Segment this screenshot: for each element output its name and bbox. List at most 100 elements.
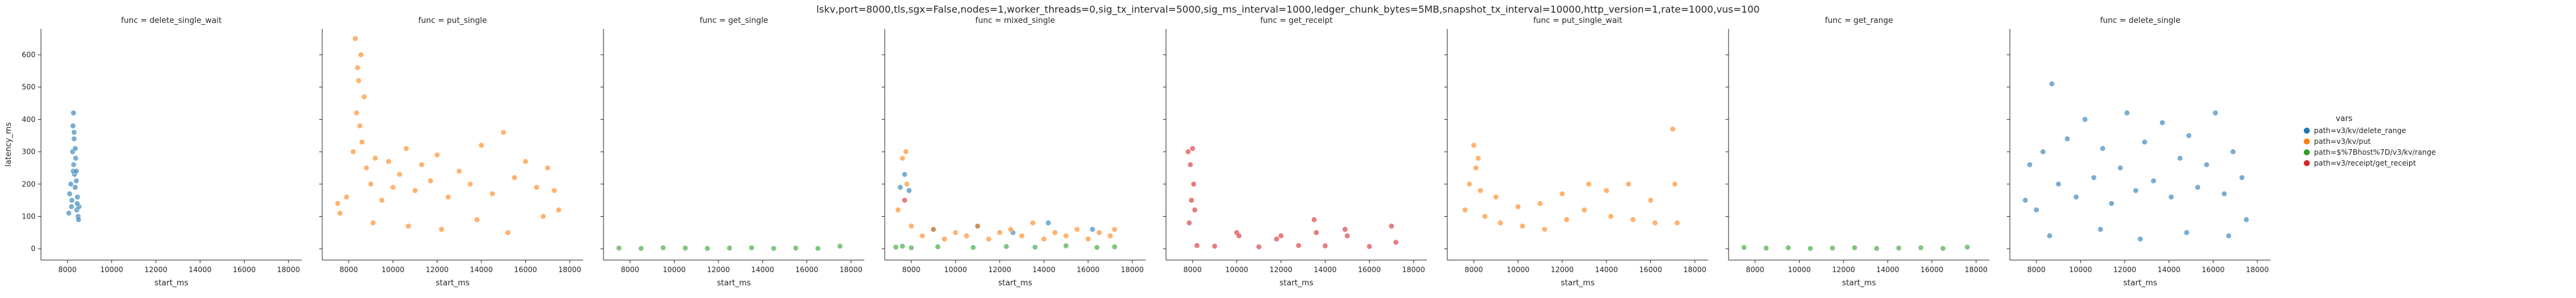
data-point (2225, 232, 2232, 239)
data-point (1188, 197, 1194, 203)
y-tick-label: 0 (31, 244, 36, 253)
data-point (434, 152, 440, 158)
data-point (997, 229, 1003, 236)
x-tick-label: 8000 (902, 265, 921, 274)
data-point (396, 171, 403, 178)
data-point (428, 178, 434, 184)
series-path-v3-kv-put (895, 149, 1118, 242)
data-point (2186, 132, 2192, 139)
x-tick-label: 12000 (988, 265, 1011, 274)
data-point (2195, 184, 2201, 190)
data-point (1032, 244, 1038, 250)
data-point (1559, 191, 1565, 197)
data-point (343, 194, 350, 200)
data-point (1940, 245, 1946, 252)
data-point (1473, 165, 1479, 171)
data-point (895, 206, 901, 213)
x-tick-label: 16000 (1920, 265, 1943, 274)
data-point (1041, 236, 1047, 242)
x-tick-label: 14000 (751, 265, 774, 274)
data-point (897, 184, 903, 190)
data-point (1185, 149, 1191, 155)
facet-title: func = get_single (700, 16, 769, 25)
data-point (1964, 244, 1971, 250)
x-tick-label: 10000 (1225, 265, 1248, 274)
data-point (1466, 181, 1473, 187)
data-point (71, 135, 77, 142)
data-point (505, 229, 511, 236)
data-point (390, 184, 396, 190)
data-point (1647, 197, 1654, 203)
data-point (704, 245, 711, 252)
data-point (1586, 181, 1592, 187)
data-point (1096, 229, 1102, 236)
series-path-v3-receipt-get-receipt (902, 197, 908, 203)
data-point (2124, 110, 2130, 116)
facet-panel-6: func = put_single_wait 8000 10000 12000 1400… (1444, 16, 1708, 288)
data-point (682, 245, 688, 251)
data-point (1190, 145, 1196, 152)
data-point (334, 200, 341, 206)
data-point (337, 210, 343, 216)
x-tick-label: 18000 (277, 265, 300, 274)
facet-panel-2: func = put_single 8000 10000 12000 14000 1600… (319, 16, 583, 288)
x-tick-label: 14000 (1876, 265, 1899, 274)
data-point (551, 187, 558, 194)
data-point (975, 223, 981, 229)
data-point (2239, 175, 2245, 181)
data-point (544, 165, 551, 171)
legend-marker (2304, 128, 2310, 134)
x-tick-label: 10000 (381, 265, 404, 274)
data-point (930, 226, 937, 232)
data-point (1191, 181, 1197, 187)
x-tick-label: 8000 (340, 265, 358, 274)
data-point (1278, 232, 1284, 239)
x-tick-label: 12000 (1832, 265, 1855, 274)
facet-panel-7: func = get_range 8000 10000 12000 14000 16000… (1726, 16, 1989, 288)
legend-entry-label: path=v3/kv/delete_range (2314, 126, 2406, 135)
x-tick-label: 8000 (1184, 265, 1202, 274)
data-point (1851, 244, 1857, 251)
legend: vars path=v3/kv/delete_range path=v3/kv/pu… (2304, 114, 2436, 167)
data-point (1236, 232, 1242, 239)
data-point (73, 178, 80, 184)
data-point (2168, 194, 2174, 200)
data-point (899, 155, 906, 161)
data-point (354, 64, 361, 71)
data-point (2027, 161, 2033, 168)
data-point (2133, 187, 2139, 194)
data-point (70, 123, 76, 129)
data-point (70, 110, 76, 116)
data-point (73, 168, 80, 175)
x-axis-label: start_ms (717, 279, 750, 288)
data-point (70, 161, 77, 168)
facet-panel-1: func = delete_single_wait 0 100 200 300 400 50… (4, 16, 302, 288)
data-point (1537, 200, 1543, 206)
data-point (726, 245, 732, 251)
data-point (1296, 243, 1302, 249)
data-point (75, 217, 82, 223)
data-point (359, 139, 365, 145)
legend-entry-label: path=$%7Bhost%7D/v3/kv/range (2314, 148, 2436, 157)
data-point (1741, 244, 1747, 250)
data-point (1313, 229, 1320, 236)
data-point (2221, 191, 2227, 197)
data-point (67, 181, 74, 187)
data-point (1652, 220, 1658, 226)
x-tick-label: 18000 (840, 265, 862, 274)
data-point (1829, 245, 1836, 251)
data-point (985, 236, 992, 242)
y-axis-label: latency_ms (4, 122, 13, 167)
data-point (358, 52, 364, 58)
data-point (1366, 243, 1373, 250)
series-path-v3-receipt-get-receipt (1185, 145, 1399, 250)
legend-marker (2304, 138, 2310, 144)
data-point (1626, 181, 1632, 187)
data-point (489, 191, 496, 197)
data-point (66, 210, 72, 216)
data-point (438, 226, 444, 232)
x-axis-label: start_ms (1842, 279, 1876, 288)
data-point (68, 203, 75, 210)
x-axis-label: start_ms (1279, 279, 1313, 288)
data-point (1342, 226, 1349, 232)
